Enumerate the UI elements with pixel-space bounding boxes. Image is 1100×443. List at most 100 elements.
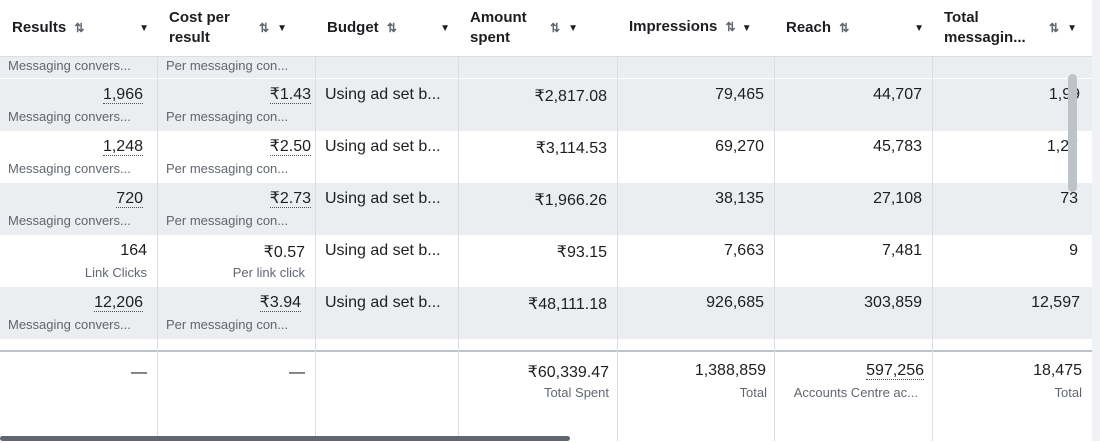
column-divider	[315, 0, 316, 441]
header-controls: ⇅ ▼	[1045, 21, 1077, 35]
budget-value[interactable]: Using ad set b...	[325, 138, 441, 155]
impressions-value: 79,465	[715, 86, 764, 103]
impressions-value: 69,270	[715, 138, 764, 155]
amount-spent-value: ₹3,114.53	[535, 140, 607, 157]
column-title: Amount spent	[470, 9, 527, 46]
results-value[interactable]: 164	[120, 242, 147, 259]
cost-value[interactable]: ₹2.50	[269, 138, 311, 156]
column-header-results[interactable]: Results ⇅ ▼	[0, 0, 157, 56]
reach-value: 44,707	[873, 86, 922, 103]
reach-value: 7,481	[881, 242, 922, 259]
sort-icon[interactable]: ⇅	[1049, 21, 1060, 35]
column-header-impressions[interactable]: Impressions ⇅ ▼	[617, 0, 774, 56]
messaging-value: 73	[1060, 190, 1078, 207]
impressions-value: 7,663	[723, 242, 764, 259]
cost-value[interactable]: ₹0.57	[263, 244, 305, 261]
table-row[interactable]: 720 Messaging convers... ₹2.73 Per messa…	[0, 183, 1092, 235]
column-header-cost-per-result[interactable]: Cost per result ⇅ ▼	[157, 0, 315, 56]
panel-edge	[1092, 0, 1100, 441]
chevron-down-icon[interactable]: ▼	[139, 22, 149, 34]
amount-spent-value: ₹2,817.08	[534, 88, 607, 105]
summary-impressions: 1,388,859	[694, 362, 766, 379]
column-header-budget[interactable]: Budget ⇅ ▼	[315, 0, 458, 56]
summary-impressions-label: Total	[739, 385, 767, 400]
table-row[interactable]: 1,248 Messaging convers... ₹2.50 Per mes…	[0, 131, 1092, 183]
results-value[interactable]: 12,206	[94, 294, 143, 312]
amount-spent-value: ₹48,111.18	[528, 296, 607, 313]
table-row[interactable]: 12,206 Messaging convers... ₹3.94 Per me…	[0, 287, 1092, 339]
column-header-amount-spent[interactable]: Amount spent ⇅ ▼	[458, 0, 617, 56]
horizontal-scrollbar[interactable]	[0, 436, 570, 441]
chevron-down-icon[interactable]: ▼	[1067, 22, 1077, 34]
results-type: Messaging convers...	[8, 109, 131, 124]
sort-icon[interactable]: ⇅	[386, 21, 397, 35]
cost-type: Per messaging con...	[166, 317, 289, 332]
table-row[interactable]: 1,966 Messaging convers... ₹1.43 Per mes…	[0, 79, 1092, 131]
summary-amount-spent: ₹60,339.47	[527, 364, 609, 381]
column-title: Total messagin...	[944, 9, 1026, 46]
results-value[interactable]: 1,248	[102, 138, 143, 156]
budget-value[interactable]: Using ad set b...	[325, 86, 441, 103]
results-type: Messaging convers...	[8, 213, 131, 228]
summary-messaging-label: Total	[1054, 385, 1082, 400]
reach-value: 27,108	[873, 190, 922, 207]
reach-value: 303,859	[864, 294, 922, 311]
column-title: Impressions ⇅ ▼	[629, 18, 752, 35]
impressions-value: 38,135	[715, 190, 764, 207]
summary-messaging: 18,475	[1033, 362, 1082, 379]
table-header: Results ⇅ ▼ Cost per result ⇅ ▼ Budget ⇅…	[0, 0, 1092, 57]
messaging-value: 9	[1069, 242, 1078, 259]
column-divider	[932, 0, 933, 441]
header-controls: ⇅ ▼	[255, 21, 287, 35]
column-title: Budget ⇅	[327, 19, 397, 36]
summary-results: —	[131, 364, 147, 381]
cost-type: Per messaging con...	[166, 213, 289, 228]
summary-reach-label: Accounts Centre ac...	[793, 385, 918, 400]
summary-row: — — ₹60,339.47 Total Spent 1,388,859 Tot…	[0, 350, 1092, 443]
sort-icon[interactable]: ⇅	[725, 20, 736, 34]
results-type: Messaging convers...	[8, 317, 131, 332]
amount-spent-value: ₹93.15	[556, 244, 607, 261]
cost-value[interactable]: ₹3.94	[259, 294, 301, 312]
cost-value[interactable]: ₹1.43	[269, 86, 311, 104]
summary-reach[interactable]: 597,256	[866, 362, 924, 380]
chevron-down-icon[interactable]: ▼	[277, 22, 287, 34]
table-row-partial[interactable]: Messaging convers... Per messaging con..…	[0, 56, 1092, 78]
column-title: Reach ⇅	[786, 19, 850, 36]
results-value[interactable]: 720	[116, 190, 143, 208]
budget-value[interactable]: Using ad set b...	[325, 294, 441, 311]
column-divider	[774, 0, 775, 441]
sort-icon[interactable]: ⇅	[550, 21, 561, 35]
cost-sub: Per messaging con...	[166, 58, 289, 73]
impressions-value: 926,685	[706, 294, 764, 311]
cost-type: Per messaging con...	[166, 161, 289, 176]
sort-icon[interactable]: ⇅	[839, 21, 850, 35]
sort-icon[interactable]: ⇅	[74, 21, 85, 35]
cost-value[interactable]: ₹2.73	[269, 190, 311, 208]
results-sub: Messaging convers...	[8, 58, 131, 73]
sort-icon[interactable]: ⇅	[259, 21, 270, 35]
cost-type: Per link click	[232, 265, 305, 280]
column-divider	[617, 0, 618, 441]
budget-value[interactable]: Using ad set b...	[325, 190, 441, 207]
column-header-reach[interactable]: Reach ⇅ ▼	[774, 0, 932, 56]
column-divider	[157, 0, 158, 441]
chevron-down-icon[interactable]: ▼	[568, 22, 578, 34]
reach-value: 45,783	[873, 138, 922, 155]
results-value[interactable]: 1,966	[102, 86, 143, 104]
column-header-total-messaging[interactable]: Total messagin... ⇅ ▼	[932, 0, 1092, 56]
chevron-down-icon[interactable]: ▼	[914, 22, 924, 34]
results-type: Link Clicks	[84, 265, 147, 280]
chevron-down-icon[interactable]: ▼	[440, 22, 450, 34]
messaging-value: 12,597	[1031, 294, 1080, 311]
column-title: Cost per result	[169, 9, 230, 46]
amount-spent-value: ₹1,966.26	[534, 192, 607, 209]
column-divider	[458, 0, 459, 441]
vertical-scrollbar[interactable]	[1068, 74, 1077, 192]
summary-cost: —	[289, 364, 305, 381]
chevron-down-icon[interactable]: ▼	[741, 23, 752, 34]
summary-amount-spent-label: Total Spent	[543, 385, 609, 400]
table-row[interactable]: 164 Link Clicks ₹0.57 Per link click Usi…	[0, 235, 1092, 287]
budget-value[interactable]: Using ad set b...	[325, 242, 441, 259]
